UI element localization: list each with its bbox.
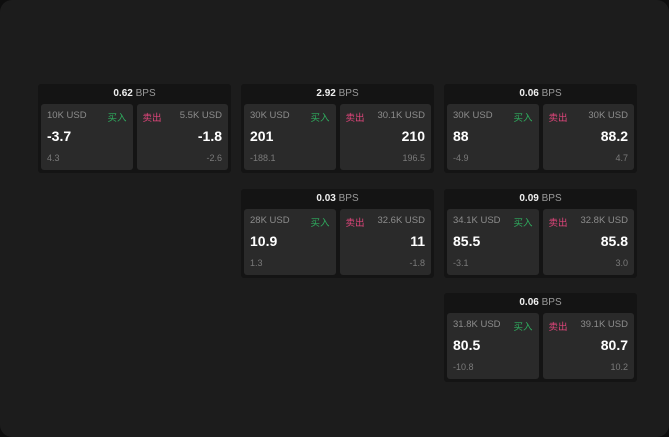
sell-change: 10.2: [610, 362, 628, 372]
buy-size: 28K USD: [250, 215, 290, 226]
sell-panel[interactable]: 卖出 39.1K USD 80.7 10.2: [542, 313, 634, 379]
buy-change: -4.9: [453, 153, 469, 163]
spread-value: 0.09: [519, 193, 539, 204]
spread-header: 2.92 BPS: [241, 84, 434, 104]
sell-change: -1.8: [409, 258, 425, 268]
buy-price: 88: [453, 128, 469, 144]
spread-header: 0.03 BPS: [241, 189, 434, 209]
buy-change: 1.3: [250, 258, 263, 268]
sell-change: 4.7: [615, 153, 628, 163]
buy-label: 买入: [513, 218, 533, 229]
sell-size: 32.8K USD: [580, 215, 628, 226]
buy-size: 30K USD: [250, 110, 290, 121]
spread-unit: BPS: [338, 88, 359, 99]
spread-unit: BPS: [338, 193, 359, 204]
buy-price: 10.9: [250, 233, 278, 249]
buy-size: 31.8K USD: [453, 319, 501, 330]
sell-label: 卖出: [548, 218, 568, 229]
spread-header: 0.09 BPS: [444, 189, 637, 209]
buy-label: 买入: [513, 322, 533, 333]
sell-label: 卖出: [345, 218, 365, 229]
quote-card: 0.09 BPS 34.1K USD 买入 85.5 -3.1 卖出 32.8K U…: [444, 189, 637, 278]
buy-label: 买入: [310, 218, 330, 229]
sell-panel[interactable]: 卖出 32.6K USD 11 -1.8: [339, 209, 431, 275]
sell-price: 210: [401, 128, 425, 144]
sell-price: 11: [410, 233, 425, 249]
buy-change: -3.1: [453, 258, 469, 268]
buy-panel[interactable]: 10K USD 买入 -3.7 4.3: [41, 104, 133, 170]
sell-panel[interactable]: 卖出 32.8K USD 85.8 3.0: [542, 209, 634, 275]
buy-label: 买入: [107, 113, 127, 124]
quote-card: 0.62 BPS 10K USD 买入 -3.7 4.3 卖出 5.5K USD -…: [38, 84, 231, 173]
buy-price: 85.5: [453, 233, 481, 249]
spread-unit: BPS: [541, 297, 562, 308]
sell-size: 32.6K USD: [377, 215, 425, 226]
buy-panel[interactable]: 30K USD 买入 88 -4.9: [447, 104, 539, 170]
sell-size: 39.1K USD: [580, 319, 628, 330]
sell-label: 卖出: [345, 113, 365, 124]
buy-panel[interactable]: 34.1K USD 买入 85.5 -3.1: [447, 209, 539, 275]
buy-price: 80.5: [453, 337, 481, 353]
spread-header: 0.06 BPS: [444, 293, 637, 313]
spread-header: 0.06 BPS: [444, 84, 637, 104]
spread-unit: BPS: [541, 193, 562, 204]
spread-value: 0.62: [113, 88, 133, 99]
sell-price: -1.8: [197, 128, 222, 144]
sell-change: 196.5: [402, 153, 425, 163]
quote-card: 0.06 BPS 31.8K USD 买入 80.5 -10.8 卖出 39.1K …: [444, 293, 637, 382]
sell-size: 5.5K USD: [179, 110, 222, 121]
buy-size: 30K USD: [453, 110, 493, 121]
buy-label: 买入: [310, 113, 330, 124]
sell-price: 85.8: [600, 233, 628, 249]
sell-panel[interactable]: 卖出 5.5K USD -1.8 -2.6: [136, 104, 228, 170]
sell-label: 卖出: [548, 113, 568, 124]
buy-panel[interactable]: 31.8K USD 买入 80.5 -10.8: [447, 313, 539, 379]
buy-price: -3.7: [47, 128, 72, 144]
sell-price: 88.2: [600, 128, 628, 144]
buy-size: 10K USD: [47, 110, 87, 121]
sell-panel[interactable]: 卖出 30K USD 88.2 4.7: [542, 104, 634, 170]
buy-change: -10.8: [453, 362, 474, 372]
spread-header: 0.62 BPS: [38, 84, 231, 104]
quote-card: 2.92 BPS 30K USD 买入 201 -188.1 卖出 30.1K US…: [241, 84, 434, 173]
spread-unit: BPS: [135, 88, 156, 99]
buy-price: 201: [250, 128, 274, 144]
sell-change: 3.0: [615, 258, 628, 268]
spread-value: 2.92: [316, 88, 336, 99]
spread-value: 0.06: [519, 88, 539, 99]
spread-value: 0.03: [316, 193, 336, 204]
sell-change: -2.6: [206, 153, 222, 163]
sell-label: 卖出: [142, 113, 162, 124]
quote-card: 0.06 BPS 30K USD 买入 88 -4.9 卖出 30K USD 88.…: [444, 84, 637, 173]
spread-unit: BPS: [541, 88, 562, 99]
buy-change: 4.3: [47, 153, 60, 163]
sell-panel[interactable]: 卖出 30.1K USD 210 196.5: [339, 104, 431, 170]
quote-card: 0.03 BPS 28K USD 买入 10.9 1.3 卖出 32.6K USD …: [241, 189, 434, 278]
buy-panel[interactable]: 30K USD 买入 201 -188.1: [244, 104, 336, 170]
sell-price: 80.7: [600, 337, 628, 353]
sell-size: 30.1K USD: [377, 110, 425, 121]
buy-change: -188.1: [250, 153, 276, 163]
buy-label: 买入: [513, 113, 533, 124]
sell-size: 30K USD: [588, 110, 628, 121]
buy-size: 34.1K USD: [453, 215, 501, 226]
buy-panel[interactable]: 28K USD 买入 10.9 1.3: [244, 209, 336, 275]
spread-value: 0.06: [519, 297, 539, 308]
sell-label: 卖出: [548, 322, 568, 333]
